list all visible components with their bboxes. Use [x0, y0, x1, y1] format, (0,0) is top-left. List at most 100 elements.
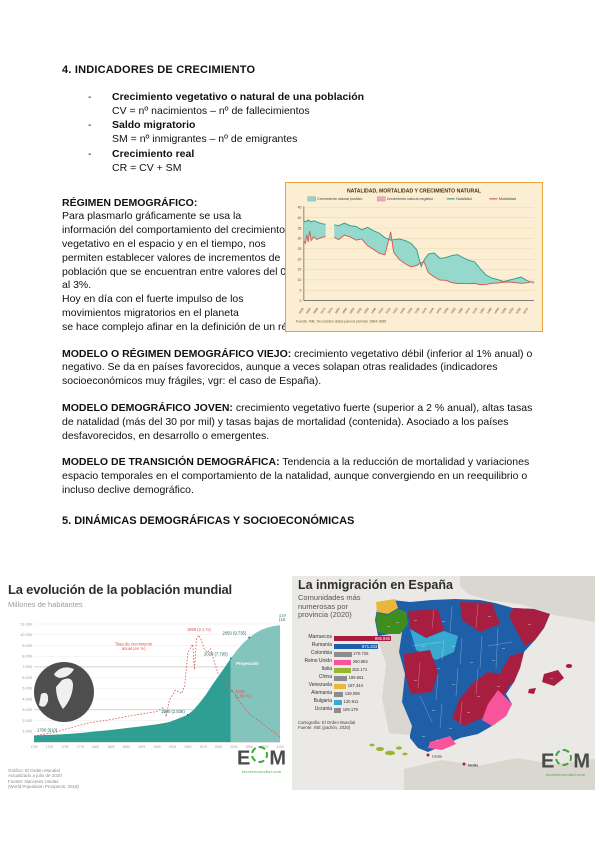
- svg-text:2050: 2050: [246, 745, 254, 749]
- svg-text:1993: 1993: [493, 307, 500, 315]
- svg-text:2050 (9.735): 2050 (9.735): [223, 630, 247, 635]
- svg-text:2008: 2008: [515, 307, 522, 315]
- eom-url: elordenmundial.com: [241, 770, 282, 775]
- svg-text:1950 (2.536): 1950 (2.536): [161, 709, 185, 714]
- region-extremadura-marruecos: [404, 650, 438, 694]
- modelo-text: crecimiento vegetativo fuerte (superior …: [62, 401, 533, 442]
- regimen-title: RÉGIMEN DEMOGRÁFICO:: [62, 196, 198, 209]
- svg-text:30: 30: [298, 237, 302, 241]
- eom-letter-m: M: [573, 750, 590, 773]
- svg-text:1900: 1900: [153, 745, 161, 749]
- region-ibiza-marruecos: [528, 688, 536, 694]
- africa-landmass: [404, 758, 595, 790]
- svg-text:1.000: 1.000: [22, 728, 33, 733]
- province-borders: [411, 603, 513, 729]
- page-body: 4. INDICADORES DE CRECIMIENTO - Crecimie…: [62, 64, 540, 529]
- bullet-dash: -: [88, 90, 92, 103]
- melilla-dot: [462, 762, 466, 766]
- region-menorca-marruecos: [565, 664, 573, 668]
- svg-text:Proyección: Proyección: [236, 661, 259, 666]
- svg-text:1988: 1988: [486, 307, 493, 315]
- bullet-dash: -: [88, 119, 92, 132]
- region-leon-marruecos: [408, 609, 444, 638]
- svg-text:1948: 1948: [428, 307, 435, 315]
- svg-text:2020(1,05 %): 2020 (1,05 %): [235, 689, 251, 699]
- modelo-viejo-paragraph: MODELO O RÉGIMEN DEMOGRÁFICO VIEJO: crec…: [62, 348, 540, 389]
- natalidad-chart-svg: NATALIDAD, MORTALIDAD Y CRECIMIENTO NATU…: [296, 189, 535, 323]
- section-4-heading: 4. INDICADORES DE CRECIMIENTO: [62, 64, 256, 76]
- svg-text:7.000: 7.000: [22, 664, 33, 669]
- world-chart-svg: 1.000 2.000 3.000 4.000 5.000 6.000 7.000 8.000…: [20, 614, 286, 749]
- svg-text:1893: 1893: [348, 307, 355, 315]
- map-header: La inmigración en España Comunidades más…: [298, 579, 453, 620]
- world-chart-footer: Gráfico: El Orden Mundial Actualizado a …: [8, 767, 79, 790]
- bullet-dash: -: [88, 147, 92, 160]
- list-item: - Crecimiento vegetativo o natural de un…: [88, 91, 540, 119]
- svg-text:4.000: 4.000: [22, 696, 33, 701]
- map-legend-row: Italia 252.171: [321, 666, 368, 673]
- svg-text:1863: 1863: [305, 307, 312, 315]
- svg-text:1958: 1958: [442, 307, 449, 315]
- modelo-lead: MODELO O RÉGIMEN DEMOGRÁFICO VIEJO:: [62, 347, 292, 360]
- eom-ring-icon: [251, 746, 269, 764]
- svg-text:1850: 1850: [123, 745, 131, 749]
- globe-icon: [34, 661, 94, 722]
- growth-indicators-list: - Crecimiento vegetativo o natural de un…: [88, 91, 540, 176]
- svg-text:3.000: 3.000: [22, 707, 33, 712]
- svg-text:11.000: 11.000: [20, 621, 32, 626]
- ceuta-dot: [426, 753, 430, 757]
- map-subtitle: Comunidades más numerosas por provincia …: [298, 593, 361, 620]
- map-legend-row: Bulgaria 120.911: [313, 698, 359, 705]
- regimen-demografico-block: RÉGIMEN DEMOGRÁFICO: Para plasmarlo gráf…: [62, 197, 287, 321]
- svg-text:1875: 1875: [138, 745, 146, 749]
- svg-text:5: 5: [300, 288, 302, 292]
- bullet-formula: CV = nº nacimientos – nº de fallecimient…: [112, 104, 310, 117]
- svg-text:1775: 1775: [76, 745, 84, 749]
- svg-text:1943: 1943: [421, 307, 428, 315]
- svg-text:10: 10: [298, 278, 302, 282]
- modelo-text: crecimiento vegetativo débil (inferior a…: [62, 347, 533, 388]
- svg-text:45: 45: [298, 206, 302, 210]
- map-legend-row: Marruecos 865.945: [308, 634, 391, 641]
- natalidad-chart-title: NATALIDAD, MORTALIDAD Y CRECIMIENTO NATU…: [347, 189, 481, 195]
- list-item: - Crecimiento real CR = CV + SM: [88, 148, 540, 176]
- svg-text:1953: 1953: [435, 307, 442, 315]
- map-legend: Marruecos 865.945 Rumanía 671.233 Colombia 27…: [298, 634, 416, 714]
- world-population-figure: La evolución de la población mundial Mil…: [8, 583, 286, 790]
- svg-text:25: 25: [298, 247, 302, 251]
- modelo-joven-paragraph: MODELO DEMOGRÁFICO JOVEN: crecimiento ve…: [62, 402, 540, 443]
- modelo-lead: MODELO DE TRANSICIÓN DEMOGRÁFICA:: [62, 456, 280, 469]
- natalidad-chart-legend: Crecimiento natural positivo Crecimiento …: [307, 196, 516, 201]
- svg-text:2003: 2003: [508, 307, 515, 315]
- svg-text:5.000: 5.000: [22, 685, 33, 690]
- svg-text:Ceuta: Ceuta: [432, 755, 442, 759]
- list-item: - Saldo migratorio SM = nº inmigrantes –…: [88, 119, 540, 147]
- region-navarra-marruecos: [460, 602, 500, 632]
- modelo-text: Tendencia a la reducción de mortalidad y…: [62, 456, 530, 496]
- svg-text:1913: 1913: [377, 307, 384, 315]
- svg-text:15: 15: [298, 268, 302, 272]
- svg-text:9.000: 9.000: [22, 643, 33, 648]
- svg-text:Crecimiento natural negativo: Crecimiento natural negativo: [387, 197, 434, 201]
- eom-letter-e: E: [236, 747, 251, 770]
- bullet-formula: CR = CV + SM: [112, 161, 182, 174]
- bullet-formula: SM = nº inmigrantes – nº de emigrantes: [112, 133, 298, 146]
- map-legend-row: Ucrania 109.179: [314, 706, 358, 713]
- svg-text:10.000: 10.000: [20, 632, 33, 637]
- svg-text:1883: 1883: [334, 307, 341, 315]
- bullet-head: Crecimiento real: [112, 147, 195, 160]
- svg-text:1800: 1800: [92, 745, 100, 749]
- svg-text:6.000: 6.000: [22, 675, 33, 680]
- svg-text:1873: 1873: [319, 307, 326, 315]
- map-title: La inmigración en España: [298, 578, 453, 592]
- region-malaga-reino-unido: [428, 736, 456, 750]
- spain-immigration-map-figure: Ceuta Melilla La inmigración en España Co…: [292, 576, 595, 790]
- svg-text:1923: 1923: [392, 307, 399, 315]
- svg-text:Crecimiento natural positivo: Crecimiento natural positivo: [317, 197, 362, 201]
- svg-text:1968 (2,1 %): 1968 (2,1 %): [187, 627, 212, 632]
- regimen-paragraph-2: Hoy en día con el fuerte impulso de los …: [62, 293, 244, 319]
- france-landmass: [460, 576, 595, 622]
- svg-text:20: 20: [298, 257, 302, 261]
